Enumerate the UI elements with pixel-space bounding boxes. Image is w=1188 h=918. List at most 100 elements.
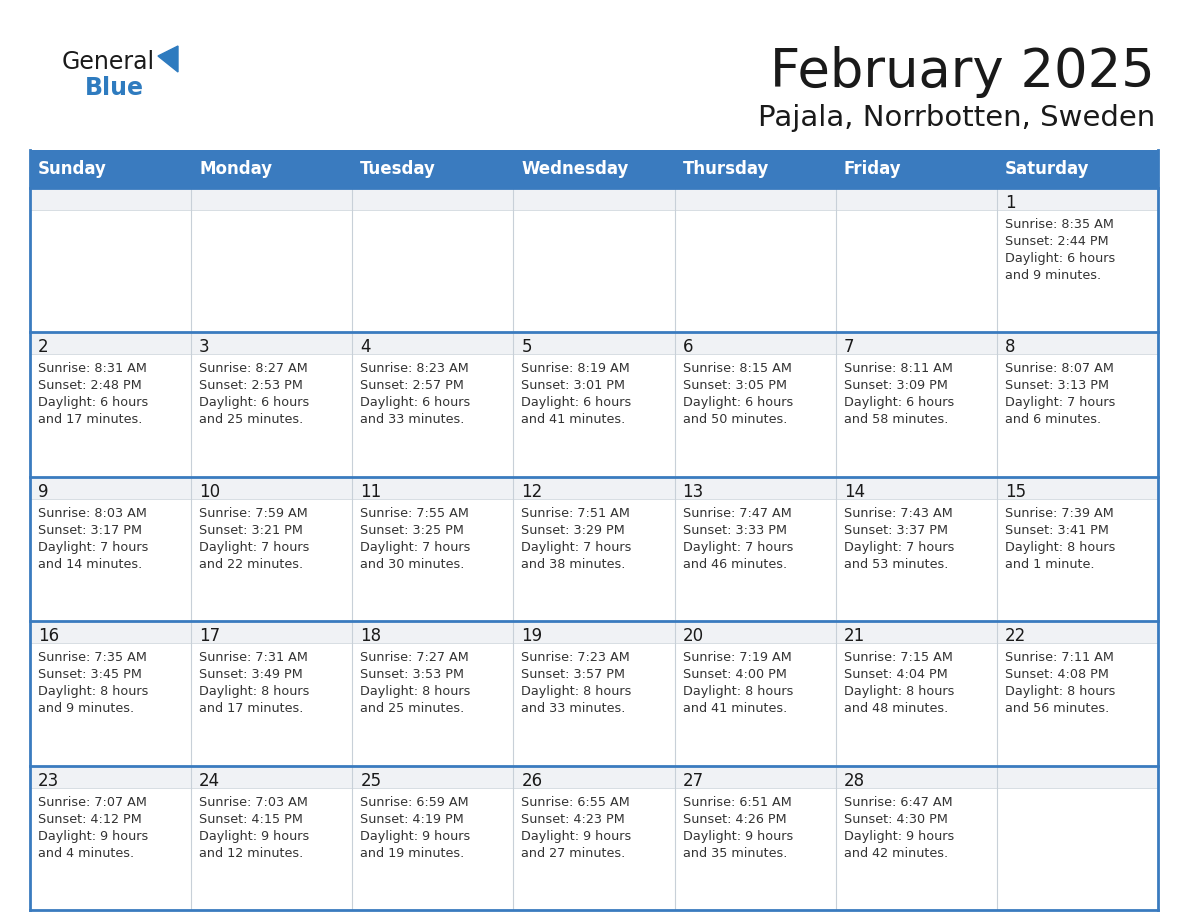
Text: and 12 minutes.: and 12 minutes. (200, 846, 303, 859)
Bar (30, 498, 191, 621)
Text: and 58 minutes.: and 58 minutes. (843, 413, 948, 426)
Text: Sunrise: 7:55 AM: Sunrise: 7:55 AM (360, 507, 469, 520)
Bar (353, 332, 513, 476)
Bar (30, 332, 191, 476)
Bar (191, 766, 353, 910)
Text: Daylight: 7 hours: Daylight: 7 hours (200, 541, 310, 554)
Text: 1: 1 (1005, 194, 1016, 212)
Bar (191, 644, 353, 766)
Text: 6: 6 (683, 339, 693, 356)
Text: 4: 4 (360, 339, 371, 356)
Text: Daylight: 9 hours: Daylight: 9 hours (38, 830, 148, 843)
Text: Sunrise: 8:31 AM: Sunrise: 8:31 AM (38, 363, 147, 375)
Text: Daylight: 7 hours: Daylight: 7 hours (522, 541, 632, 554)
Text: Sunset: 3:05 PM: Sunset: 3:05 PM (683, 379, 786, 392)
Bar (675, 766, 835, 910)
Bar (997, 644, 1158, 766)
Bar (30, 210, 191, 332)
Text: Daylight: 8 hours: Daylight: 8 hours (38, 685, 148, 699)
Text: 25: 25 (360, 772, 381, 789)
Text: Sunrise: 7:39 AM: Sunrise: 7:39 AM (1005, 507, 1113, 520)
Bar (835, 476, 997, 621)
Text: Friday: Friday (843, 160, 902, 178)
Bar (835, 354, 997, 476)
Text: Sunrise: 7:15 AM: Sunrise: 7:15 AM (843, 651, 953, 665)
Text: Sunset: 4:30 PM: Sunset: 4:30 PM (843, 812, 948, 825)
Text: Sunset: 4:23 PM: Sunset: 4:23 PM (522, 812, 625, 825)
Bar (513, 210, 675, 332)
Bar (30, 644, 191, 766)
Text: 11: 11 (360, 483, 381, 501)
Text: Sunset: 4:04 PM: Sunset: 4:04 PM (843, 668, 948, 681)
Bar (191, 498, 353, 621)
Bar (997, 476, 1158, 621)
Bar (835, 210, 997, 332)
Text: and 25 minutes.: and 25 minutes. (360, 702, 465, 715)
Bar (513, 476, 675, 621)
Text: 26: 26 (522, 772, 543, 789)
Text: Sunset: 3:45 PM: Sunset: 3:45 PM (38, 668, 141, 681)
Bar (30, 354, 191, 476)
Text: Daylight: 6 hours: Daylight: 6 hours (200, 397, 309, 409)
Text: 16: 16 (38, 627, 59, 645)
Text: and 1 minute.: and 1 minute. (1005, 558, 1094, 571)
Bar (191, 621, 353, 766)
Text: Daylight: 7 hours: Daylight: 7 hours (683, 541, 792, 554)
Text: and 42 minutes.: and 42 minutes. (843, 846, 948, 859)
Text: 17: 17 (200, 627, 220, 645)
Text: 8: 8 (1005, 339, 1016, 356)
Text: Sunset: 3:53 PM: Sunset: 3:53 PM (360, 668, 465, 681)
Bar (191, 476, 353, 621)
Bar (30, 150, 1158, 188)
Polygon shape (158, 46, 178, 72)
Bar (675, 210, 835, 332)
Bar (675, 788, 835, 910)
Bar (835, 498, 997, 621)
Text: Daylight: 8 hours: Daylight: 8 hours (843, 685, 954, 699)
Bar (835, 788, 997, 910)
Text: Daylight: 7 hours: Daylight: 7 hours (360, 541, 470, 554)
Bar (997, 188, 1158, 332)
Text: Sunset: 3:21 PM: Sunset: 3:21 PM (200, 524, 303, 537)
Text: 27: 27 (683, 772, 703, 789)
Text: Daylight: 8 hours: Daylight: 8 hours (200, 685, 310, 699)
Text: Sunset: 3:25 PM: Sunset: 3:25 PM (360, 524, 465, 537)
Bar (191, 354, 353, 476)
Text: Sunrise: 7:19 AM: Sunrise: 7:19 AM (683, 651, 791, 665)
Bar (675, 621, 835, 766)
Bar (835, 644, 997, 766)
Bar (675, 476, 835, 621)
Bar (30, 766, 191, 910)
Text: Sunset: 2:57 PM: Sunset: 2:57 PM (360, 379, 465, 392)
Text: and 41 minutes.: and 41 minutes. (522, 413, 626, 426)
Bar (191, 332, 353, 476)
Text: and 17 minutes.: and 17 minutes. (200, 702, 303, 715)
Text: 3: 3 (200, 339, 210, 356)
Text: 23: 23 (38, 772, 59, 789)
Text: Sunset: 4:00 PM: Sunset: 4:00 PM (683, 668, 786, 681)
Text: Daylight: 9 hours: Daylight: 9 hours (360, 830, 470, 843)
Text: Sunset: 3:49 PM: Sunset: 3:49 PM (200, 668, 303, 681)
Bar (513, 621, 675, 766)
Text: Daylight: 7 hours: Daylight: 7 hours (38, 541, 148, 554)
Text: and 30 minutes.: and 30 minutes. (360, 558, 465, 571)
Text: Sunset: 4:15 PM: Sunset: 4:15 PM (200, 812, 303, 825)
Text: Sunset: 3:13 PM: Sunset: 3:13 PM (1005, 379, 1108, 392)
Text: and 53 minutes.: and 53 minutes. (843, 558, 948, 571)
Text: Sunrise: 8:03 AM: Sunrise: 8:03 AM (38, 507, 147, 520)
Text: and 25 minutes.: and 25 minutes. (200, 413, 303, 426)
Text: 9: 9 (38, 483, 49, 501)
Text: Sunrise: 8:35 AM: Sunrise: 8:35 AM (1005, 218, 1113, 231)
Bar (675, 188, 835, 332)
Text: Sunset: 3:17 PM: Sunset: 3:17 PM (38, 524, 143, 537)
Text: Sunrise: 7:27 AM: Sunrise: 7:27 AM (360, 651, 469, 665)
Text: and 22 minutes.: and 22 minutes. (200, 558, 303, 571)
Text: Blue: Blue (86, 76, 144, 100)
Bar (835, 766, 997, 910)
Text: Sunset: 3:57 PM: Sunset: 3:57 PM (522, 668, 625, 681)
Text: Sunrise: 7:31 AM: Sunrise: 7:31 AM (200, 651, 308, 665)
Bar (513, 354, 675, 476)
Text: Daylight: 8 hours: Daylight: 8 hours (1005, 685, 1116, 699)
Text: Daylight: 9 hours: Daylight: 9 hours (683, 830, 792, 843)
Text: Daylight: 9 hours: Daylight: 9 hours (522, 830, 632, 843)
